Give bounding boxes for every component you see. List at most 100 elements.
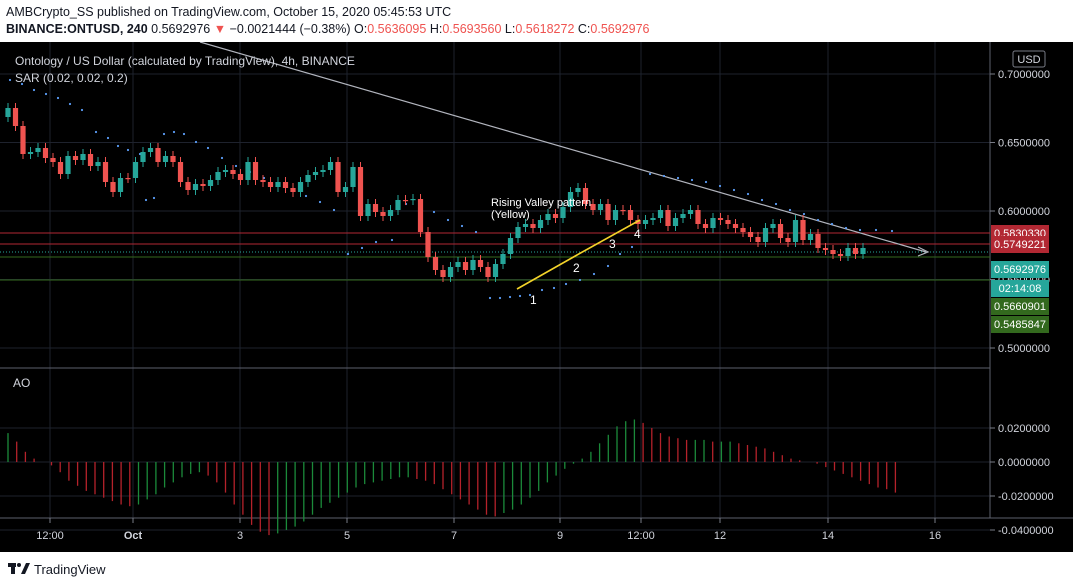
- sar-dot: [874, 228, 878, 232]
- brand-name: TradingView: [34, 562, 106, 577]
- currency-button-frame: [1012, 50, 1046, 68]
- candle-body: [612, 210, 619, 220]
- candle-body: [297, 182, 304, 192]
- sar-dot: [540, 288, 544, 292]
- sar-dot: [80, 108, 84, 112]
- candle-body: [537, 220, 544, 228]
- sar-dot: [890, 229, 894, 233]
- candle-body: [507, 238, 514, 254]
- price-tag-label: 0.5485847: [994, 319, 1046, 331]
- candle-body: [117, 178, 124, 192]
- sar-dot: [20, 82, 24, 86]
- sar-dot: [234, 164, 238, 168]
- candle-body: [410, 199, 416, 201]
- sar-dot: [746, 192, 750, 196]
- sar-dot: [760, 198, 764, 202]
- candle-body: [65, 156, 71, 174]
- sar-dot: [662, 174, 666, 178]
- candle-body: [12, 108, 19, 126]
- trend-line[interactable]: [199, 41, 927, 253]
- footer: TradingView: [0, 552, 1073, 586]
- candle-body: [260, 180, 266, 182]
- trend-arrow-icon: [917, 246, 930, 257]
- ao-indicator: [7, 419, 897, 536]
- candle-body: [792, 220, 799, 242]
- candle-body: [365, 204, 371, 216]
- currency-button[interactable]: USD: [1012, 50, 1046, 68]
- candle-body: [312, 172, 319, 175]
- candle-body: [27, 152, 34, 154]
- candle-body: [305, 175, 311, 182]
- pattern-label: Rising Valley pattern: [491, 197, 591, 209]
- candle-body: [732, 224, 739, 228]
- sar-dot: [206, 146, 210, 150]
- sar-dot: [474, 230, 478, 234]
- candle-body: [657, 210, 664, 218]
- candle-body: [350, 167, 356, 187]
- candle-body: [785, 238, 791, 242]
- high-label: H:: [429, 22, 443, 36]
- rising-valley-line[interactable]: [516, 219, 641, 290]
- currency-button-label: USD: [1017, 54, 1040, 66]
- candle-body: [552, 214, 559, 218]
- candle-body: [770, 224, 776, 228]
- ao-title: AO: [13, 376, 30, 390]
- down-arrow-icon: ▼: [213, 22, 227, 36]
- point-label-2: 2: [573, 261, 580, 275]
- sar-dot: [126, 148, 130, 152]
- candle-body: [807, 234, 814, 240]
- open-label: O:: [354, 22, 368, 36]
- price-tag-label: 0.5749221: [994, 239, 1046, 251]
- sar-dot: [8, 78, 12, 82]
- point-label-4: 4: [634, 227, 641, 241]
- candle-body: [492, 264, 499, 277]
- candle-body: [740, 228, 746, 232]
- sar-dot: [732, 188, 736, 192]
- sar-dot: [508, 295, 512, 299]
- candle-body: [170, 156, 176, 162]
- sar-dot: [564, 282, 568, 286]
- candle-body: [650, 218, 656, 220]
- candle-body: [462, 262, 469, 270]
- open-value: 0.5636095: [367, 22, 427, 36]
- sar-dot: [802, 212, 806, 216]
- candle-body: [140, 152, 146, 162]
- candle-body: [380, 212, 386, 216]
- sar-dot: [618, 252, 622, 256]
- sar-dot: [488, 296, 492, 300]
- time-axis-label: 12:00: [627, 530, 655, 542]
- sar-dot: [830, 222, 834, 226]
- candle-body: [597, 204, 604, 210]
- sar-dot: [592, 272, 596, 276]
- candle-body: [447, 267, 454, 277]
- ao-axis-label: -0.0200000: [998, 491, 1054, 503]
- candle-body: [402, 200, 409, 202]
- sar-dot: [220, 156, 224, 160]
- price-axis-label: 0.6500000: [998, 138, 1050, 150]
- sar-dot: [718, 184, 722, 188]
- candle-body: [845, 248, 851, 256]
- sar-dot: [172, 130, 176, 134]
- candle-body: [717, 218, 724, 220]
- candle-body: [102, 162, 109, 182]
- candle-body: [72, 156, 79, 160]
- sar-dot: [648, 172, 652, 176]
- point-label-3: 3: [609, 237, 616, 251]
- candle-body: [582, 188, 589, 204]
- time-axis-label: 12:00: [36, 530, 64, 542]
- sar-dots: [8, 78, 894, 300]
- low-value: 0.5618272: [515, 22, 575, 36]
- time-axis-label: 14: [822, 530, 834, 542]
- time-axis-label: Oct: [124, 530, 143, 542]
- candle-body: [147, 148, 154, 152]
- candle-body: [777, 224, 784, 238]
- chart-canvas[interactable]: Rising Valley pattern (Yellow) 1 2 3 4 O…: [0, 41, 1073, 552]
- time-axis-label: 3: [237, 530, 243, 542]
- candle-body: [762, 228, 769, 242]
- chart-title: Ontology / US Dollar (calculated by Trad…: [15, 54, 355, 68]
- candle-body: [245, 162, 251, 180]
- candle-body: [252, 162, 259, 180]
- candle-body: [470, 260, 476, 270]
- price-axis-label: 0.6000000: [998, 206, 1050, 218]
- chart-area[interactable]: Rising Valley pattern (Yellow) 1 2 3 4 O…: [0, 41, 1073, 552]
